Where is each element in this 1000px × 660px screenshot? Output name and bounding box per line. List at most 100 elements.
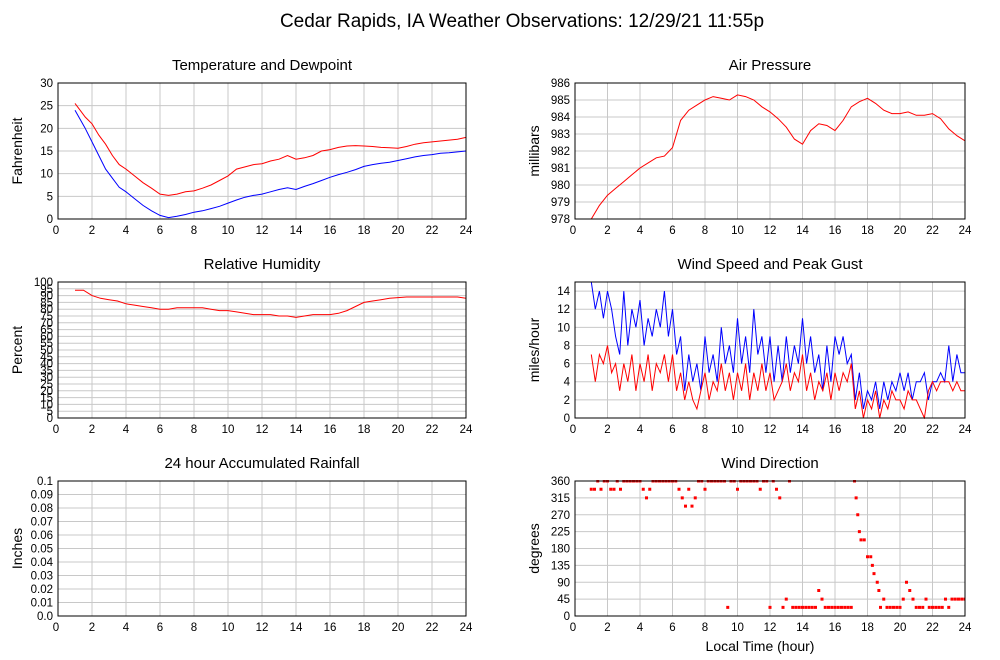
direction-point — [875, 580, 879, 584]
direction-point — [957, 597, 960, 601]
x-tick-label: 8 — [702, 622, 708, 634]
direction-point — [775, 487, 778, 491]
direction-point — [924, 597, 928, 601]
rain-title: 24 hour Accumulated Rainfall — [164, 455, 359, 472]
x-tick-label: 4 — [637, 225, 644, 237]
y-tick-label: 55 — [40, 338, 53, 350]
y-tick-label: 360 — [551, 476, 570, 488]
direction-point — [846, 605, 850, 609]
direction-point — [797, 605, 801, 609]
rain-y-axis-label: Inches — [9, 528, 25, 569]
temp-series-0-line — [74, 103, 466, 196]
y-tick-label: 0.03 — [31, 571, 53, 583]
x-tick-label: 22 — [926, 622, 939, 634]
pressure-y-axis-label: millibars — [526, 125, 542, 176]
x-tick-label: 24 — [959, 225, 972, 237]
direction-point — [791, 605, 795, 609]
direction-point — [908, 589, 912, 592]
x-tick-label: 10 — [222, 622, 235, 634]
y-tick-label: 984 — [551, 112, 571, 124]
rain-plot-frame — [57, 480, 467, 617]
pressure-plot-frame — [574, 82, 966, 220]
x-tick-label: 10 — [731, 622, 744, 634]
wind-series-0-line — [590, 281, 965, 410]
direction-point — [898, 605, 902, 609]
y-tick-label: 5 — [47, 406, 53, 418]
rh-plot-frame — [57, 281, 467, 419]
y-tick-label: 30 — [40, 78, 53, 90]
direction-point — [840, 605, 843, 609]
x-tick-label: 24 — [959, 424, 972, 436]
direction-point — [690, 504, 694, 508]
x-tick-label: 18 — [358, 424, 371, 436]
direction-point — [677, 487, 681, 491]
y-tick-label: 982 — [551, 146, 570, 158]
direction-point — [931, 605, 934, 609]
wind-series-1-line — [590, 345, 965, 419]
x-tick-label: 24 — [460, 622, 473, 634]
y-tick-label: 15 — [40, 146, 53, 158]
x-tick-label: 18 — [861, 424, 874, 436]
x-tick-label: 18 — [358, 622, 371, 634]
x-tick-label: 14 — [290, 225, 303, 237]
y-tick-label: 315 — [551, 493, 570, 505]
y-tick-label: 20 — [40, 386, 53, 398]
direction-point — [693, 496, 697, 500]
temp-series-1-line — [74, 109, 466, 219]
direction-point — [934, 605, 938, 609]
direction-point — [680, 496, 684, 500]
page-title: Cedar Rapids, IA Weather Observations: 1… — [280, 11, 764, 32]
direction-point — [866, 555, 869, 559]
direction-point — [823, 605, 827, 609]
direction-point — [619, 487, 622, 491]
direction-point — [758, 487, 762, 491]
x-tick-label: 2 — [89, 225, 95, 237]
direction-point — [937, 605, 941, 609]
y-tick-label: 225 — [551, 527, 570, 539]
y-tick-label: 981 — [551, 163, 570, 175]
x-tick-label: 22 — [426, 225, 439, 237]
x-tick-label: 2 — [604, 622, 610, 634]
rh-data — [75, 289, 466, 318]
y-tick-label: 25 — [40, 101, 53, 113]
y-tick-label: 85 — [40, 297, 53, 309]
direction-point — [905, 580, 908, 584]
direction-point — [857, 530, 861, 534]
x-tick-label: 16 — [829, 225, 842, 237]
direction-point — [843, 605, 847, 609]
pressure-series-0-line — [590, 94, 965, 220]
direction-point — [940, 605, 944, 609]
x-tick-label: 10 — [731, 424, 744, 436]
x-tick-label: 10 — [222, 424, 235, 436]
y-tick-label: 8 — [564, 340, 570, 352]
y-tick-label: 15 — [40, 393, 53, 405]
wind-plot-frame — [574, 281, 966, 419]
y-tick-label: 14 — [557, 286, 570, 298]
y-tick-label: 60 — [40, 331, 53, 343]
direction-point — [856, 513, 860, 517]
direction-point — [888, 605, 892, 609]
direction-point — [593, 487, 596, 491]
x-tick-label: 10 — [222, 225, 235, 237]
wind-title: Wind Speed and Peak Gust — [677, 256, 863, 273]
direction-point — [918, 605, 921, 609]
rh-title: Relative Humidity — [204, 256, 321, 273]
x-tick-label: 18 — [861, 622, 874, 634]
direction-point — [849, 605, 853, 609]
direction-point — [814, 605, 817, 609]
direction-point — [807, 605, 811, 609]
direction-point — [641, 487, 645, 491]
direction-point — [589, 487, 593, 491]
x-tick-label: 14 — [796, 424, 809, 436]
y-tick-label: 0.06 — [31, 530, 53, 542]
x-tick-label: 20 — [894, 225, 907, 237]
direction-point — [833, 605, 837, 609]
y-tick-label: 20 — [40, 123, 53, 135]
x-tick-label: 6 — [157, 622, 163, 634]
y-tick-label: 978 — [551, 214, 570, 226]
y-tick-label: 983 — [551, 129, 570, 141]
x-tick-label: 14 — [290, 622, 303, 634]
